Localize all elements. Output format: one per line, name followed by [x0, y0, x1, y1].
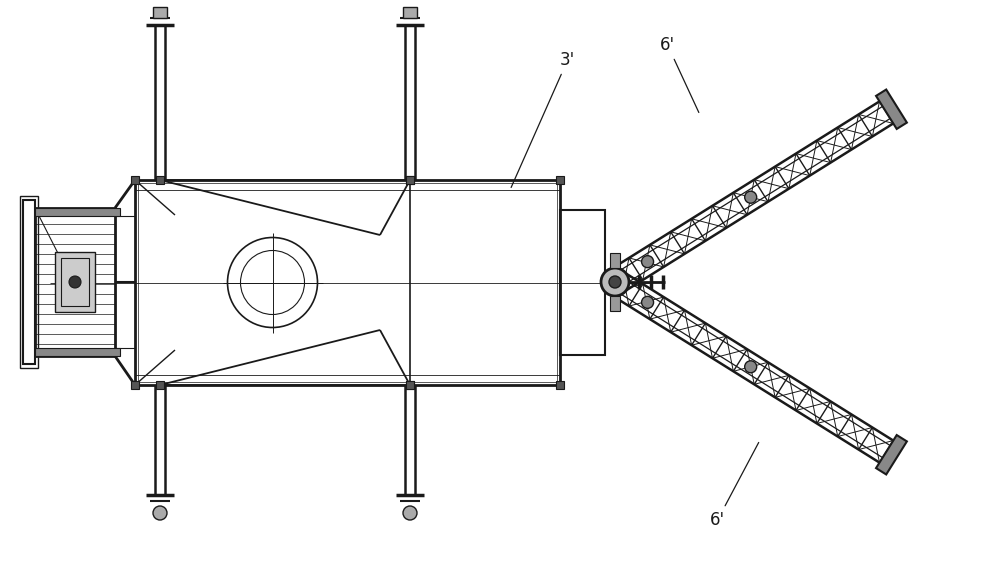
- Bar: [35, 208, 120, 216]
- Bar: [403, 7, 417, 18]
- Bar: [556, 381, 564, 389]
- Bar: [55, 252, 95, 312]
- Bar: [131, 176, 139, 184]
- Text: 6': 6': [660, 36, 699, 112]
- Polygon shape: [876, 435, 907, 474]
- Bar: [406, 381, 414, 389]
- Bar: [610, 253, 620, 268]
- Bar: [35, 208, 115, 356]
- Bar: [406, 176, 414, 184]
- Circle shape: [642, 296, 654, 308]
- Circle shape: [153, 506, 167, 520]
- Bar: [156, 381, 164, 389]
- Bar: [20, 196, 38, 368]
- Circle shape: [745, 361, 757, 373]
- Circle shape: [642, 255, 654, 268]
- Polygon shape: [876, 90, 907, 129]
- Bar: [131, 381, 139, 389]
- Bar: [61, 258, 89, 306]
- Bar: [156, 176, 164, 184]
- Bar: [23, 200, 35, 364]
- Circle shape: [403, 506, 417, 520]
- Circle shape: [69, 276, 81, 288]
- Text: 3': 3': [511, 51, 575, 187]
- Bar: [610, 296, 620, 311]
- Circle shape: [601, 268, 629, 296]
- Bar: [406, 381, 414, 389]
- Bar: [35, 348, 120, 356]
- Bar: [153, 7, 167, 18]
- Bar: [138, 183, 557, 382]
- Bar: [560, 210, 605, 355]
- Circle shape: [609, 276, 621, 288]
- Bar: [135, 180, 560, 385]
- Bar: [406, 176, 414, 184]
- Circle shape: [745, 191, 757, 203]
- Bar: [556, 176, 564, 184]
- Text: 6': 6': [710, 442, 759, 529]
